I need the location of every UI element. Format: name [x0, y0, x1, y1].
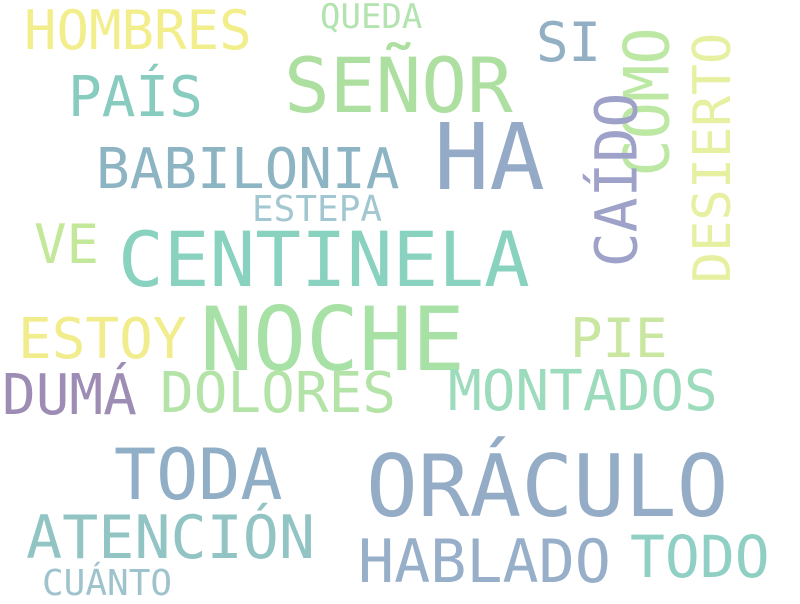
- word-hablado: HABLADO: [358, 527, 611, 597]
- word-queda: QUEDA: [320, 0, 423, 37]
- word-babilonia: BABILONIA: [96, 137, 400, 202]
- word-montados: MONTADOS: [448, 359, 718, 424]
- word-estoy: ESTOY: [18, 307, 187, 372]
- word-noche: NOCHE: [200, 288, 465, 391]
- word-todo: TODO: [630, 523, 770, 591]
- word-centinela: CENTINELA: [118, 215, 530, 304]
- word-desierto: DESIERTO: [683, 32, 744, 284]
- word-si: SI: [536, 11, 602, 74]
- word-ve: VE: [34, 213, 100, 276]
- word-pie: PIE: [570, 307, 668, 370]
- word-pais: PAÍS: [68, 65, 203, 130]
- word-toda: TODA: [114, 434, 283, 516]
- word-estepa: ESTEPA: [252, 189, 383, 230]
- word-senor: SEÑOR: [284, 41, 513, 130]
- word-duma: DUMÁ: [2, 363, 137, 428]
- word-oraculo: ORÁCULO: [366, 437, 729, 537]
- word-cuanto: CUÁNTO: [42, 563, 173, 604]
- word-dolores: DOLORES: [160, 361, 397, 426]
- word-hombres: HOMBRES: [24, 0, 252, 62]
- word-caido: CAÍDO: [582, 92, 651, 268]
- word-atencion: ATENCIÓN: [26, 503, 315, 573]
- word-ha: HA: [434, 104, 545, 211]
